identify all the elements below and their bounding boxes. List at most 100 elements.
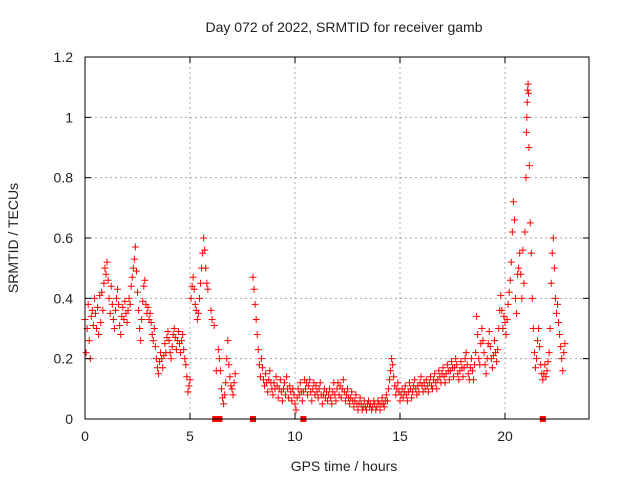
data-point — [561, 340, 569, 348]
data-point — [549, 234, 557, 242]
data-point — [408, 394, 416, 402]
data-point — [255, 361, 263, 369]
data-point — [525, 144, 533, 151]
data-point — [462, 349, 470, 357]
data-point — [220, 400, 228, 408]
data-point — [554, 300, 561, 308]
data-point — [87, 312, 95, 320]
data-point — [530, 349, 538, 357]
data-point — [383, 397, 391, 405]
data-point — [94, 303, 102, 311]
data-point — [411, 376, 419, 384]
data-point — [207, 306, 215, 314]
data-point — [183, 373, 191, 381]
data-point — [230, 379, 238, 387]
data-point — [534, 337, 542, 345]
data-point — [327, 394, 335, 402]
x-tick-label: 0 — [81, 428, 89, 444]
data-point — [149, 337, 157, 345]
x-axis-title: GPS time / hours — [291, 458, 398, 474]
data-point — [399, 394, 407, 402]
data-point — [140, 282, 148, 290]
data-point — [488, 364, 496, 372]
data-point — [98, 288, 106, 296]
data-point — [253, 331, 261, 339]
data-point — [110, 325, 118, 332]
data-point — [155, 370, 162, 378]
data-point — [524, 86, 532, 94]
data-point — [550, 264, 558, 272]
data-point — [254, 346, 262, 354]
data-point — [503, 315, 511, 323]
data-point — [276, 376, 284, 384]
data-point — [515, 264, 523, 272]
data-point — [203, 279, 211, 287]
data-point — [115, 300, 123, 308]
data-point — [166, 349, 174, 357]
data-point — [180, 346, 188, 354]
data-point — [135, 306, 143, 314]
data-point — [468, 367, 476, 375]
data-point — [164, 328, 172, 336]
data-point — [103, 258, 111, 266]
y-tick-label: 0.2 — [54, 351, 74, 367]
x-tick-label: 5 — [186, 428, 194, 444]
data-point — [521, 228, 529, 236]
data-point — [356, 394, 364, 402]
data-point — [128, 273, 136, 281]
data-point — [124, 306, 132, 314]
data-point — [104, 276, 112, 284]
data-point — [189, 273, 197, 281]
data-point — [524, 80, 532, 88]
data-point — [499, 325, 507, 332]
data-point — [251, 300, 259, 308]
data-point — [208, 315, 216, 323]
data-point — [227, 382, 235, 390]
data-point — [225, 361, 233, 369]
data-point — [498, 306, 506, 314]
data-point — [480, 349, 488, 357]
data-point — [344, 385, 351, 393]
data-point — [221, 391, 229, 399]
data-point — [350, 403, 358, 411]
data-point — [557, 343, 565, 351]
data-point — [441, 379, 449, 387]
data-point — [141, 276, 149, 284]
data-point — [552, 309, 560, 317]
data-point — [382, 391, 390, 399]
data-point — [257, 355, 265, 363]
x-tick-label: 15 — [392, 428, 408, 444]
data-point — [539, 376, 547, 384]
data-point — [316, 379, 324, 387]
axis-ticks — [84, 56, 589, 420]
data-point — [525, 89, 533, 97]
tick-labels: 0 0.2 0.4 0.6 0.8 1 1.2 0 5 10 15 20 — [54, 49, 513, 444]
data-point — [417, 373, 425, 381]
data-point — [424, 388, 432, 396]
y-tick-label: 0 — [65, 411, 73, 427]
data-point — [555, 318, 563, 326]
data-point — [523, 98, 531, 106]
data-point — [191, 300, 199, 308]
data-point — [216, 367, 224, 375]
data-point — [218, 385, 225, 393]
data-point — [282, 391, 290, 399]
data-point — [478, 325, 486, 332]
data-point — [346, 400, 354, 408]
data-point — [229, 391, 237, 399]
y-tick-label: 0.6 — [54, 230, 74, 246]
data-point — [394, 379, 402, 387]
data-point — [167, 355, 175, 363]
data-point — [525, 162, 533, 170]
data-point — [294, 385, 302, 393]
data-point — [439, 364, 447, 372]
data-point — [262, 370, 270, 378]
data-point — [505, 288, 513, 296]
data-point — [283, 373, 291, 381]
data-point — [522, 128, 530, 136]
data-point — [453, 361, 461, 369]
data-point — [111, 306, 119, 314]
data-point — [148, 331, 156, 339]
data-point — [231, 370, 239, 378]
data-point — [467, 355, 475, 363]
